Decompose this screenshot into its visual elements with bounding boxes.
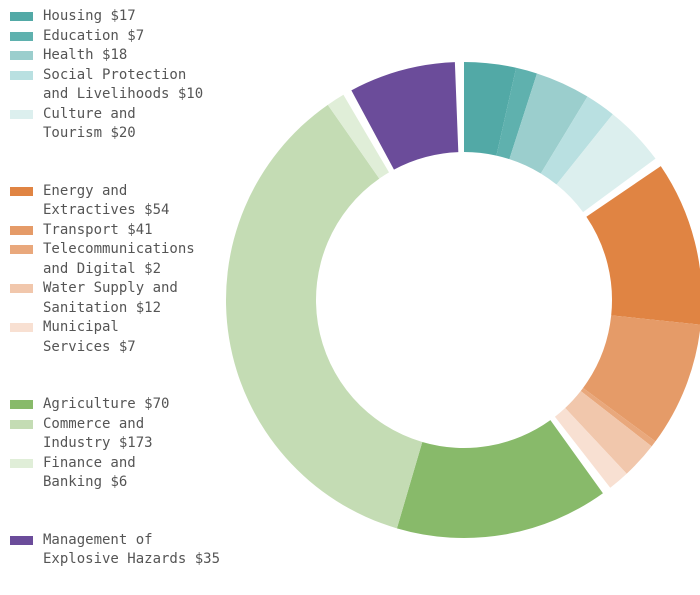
legend-name: Health bbox=[43, 47, 94, 63]
legend-swatch bbox=[10, 458, 33, 468]
slice bbox=[464, 62, 517, 156]
slice bbox=[351, 62, 459, 170]
legend-group: Agriculture $70 Commerce and Industry $17… bbox=[10, 395, 250, 493]
legend-name: Culture and Tourism bbox=[43, 105, 136, 142]
legend-value: $2 bbox=[144, 260, 162, 277]
legend-item: Telecommunications and Digital $2 bbox=[10, 240, 250, 279]
legend-item: Finance and Banking $6 bbox=[10, 454, 250, 493]
legend-value: $6 bbox=[110, 474, 128, 490]
legend-value: $41 bbox=[127, 221, 153, 238]
legend-label: Education $7 bbox=[43, 27, 144, 47]
slice bbox=[225, 104, 423, 529]
legend-value: $20 bbox=[110, 125, 136, 141]
legend-item: Health $18 bbox=[10, 46, 250, 66]
slice bbox=[583, 315, 700, 442]
slice bbox=[540, 96, 613, 185]
legend-item: Agriculture $70 bbox=[10, 395, 250, 415]
legend-label: Social Protection and Livelihoods $10 bbox=[43, 66, 203, 105]
slice bbox=[556, 114, 656, 213]
legend-swatch bbox=[10, 535, 33, 545]
legend-item: Energy and Extractives $54 bbox=[10, 182, 250, 221]
legend-item: Culture and Tourism $20 bbox=[10, 105, 250, 144]
legend-item: Social Protection and Livelihoods $10 bbox=[10, 66, 250, 105]
legend-swatch bbox=[10, 70, 33, 80]
slice bbox=[396, 420, 603, 539]
legend-item: Management of Explosive Hazards $35 bbox=[10, 531, 250, 570]
legend-swatch bbox=[10, 109, 33, 119]
legend-label: Agriculture $70 bbox=[43, 395, 169, 415]
legend-name: Commerce and Industry bbox=[43, 415, 145, 452]
legend-value: $18 bbox=[102, 47, 128, 63]
slice bbox=[565, 391, 652, 474]
legend-value: $35 bbox=[194, 551, 221, 567]
legend-name: Agriculture bbox=[43, 396, 136, 412]
legend-value: $17 bbox=[110, 8, 136, 24]
legend-swatch bbox=[10, 419, 33, 429]
legend-label: Telecommunications and Digital $2 bbox=[43, 240, 195, 279]
legend-label: Housing $17 bbox=[43, 7, 136, 27]
slice bbox=[496, 67, 537, 160]
legend-label: Finance and Banking $6 bbox=[43, 454, 136, 493]
legend-group: Management of Explosive Hazards $35 bbox=[10, 531, 250, 570]
legend-swatch bbox=[10, 31, 33, 41]
slice bbox=[580, 387, 656, 447]
legend-item: Water Supply and Sanitation $12 bbox=[10, 279, 250, 318]
slice bbox=[509, 73, 588, 174]
legend-swatch bbox=[10, 323, 33, 332]
legend-value: $12 bbox=[135, 299, 162, 316]
legend-swatch bbox=[10, 51, 33, 60]
slice bbox=[327, 94, 390, 179]
legend-item: Transport $41 bbox=[10, 221, 250, 241]
legend-swatch bbox=[10, 12, 33, 21]
legend-name: Finance and Banking bbox=[43, 454, 136, 491]
legend-name: Education bbox=[43, 27, 119, 44]
legend-swatch bbox=[10, 186, 33, 196]
legend-item: Municipal Services $7 bbox=[10, 318, 250, 357]
legend: Housing $17 Education $7 Health $18 Social … bbox=[10, 7, 250, 595]
legend-value: $70 bbox=[144, 396, 170, 412]
legend-name: Management of Explosive Hazards bbox=[43, 531, 187, 568]
legend-label: Transport $41 bbox=[43, 221, 153, 241]
legend-label: Energy and Extractives $54 bbox=[43, 182, 169, 221]
legend-value: $7 bbox=[127, 27, 145, 44]
legend-group: Housing $17 Education $7 Health $18 Social … bbox=[10, 7, 250, 144]
legend-name: Social Protection and Livelihoods bbox=[43, 66, 187, 103]
legend-item: Commerce and Industry $173 bbox=[10, 415, 250, 454]
legend-label: Municipal Services $7 bbox=[43, 318, 136, 357]
legend-swatch bbox=[10, 284, 33, 293]
legend-name: Transport bbox=[43, 221, 119, 238]
legend-name: Housing bbox=[43, 8, 103, 24]
legend-label: Health $18 bbox=[43, 46, 127, 66]
legend-item: Education $7 bbox=[10, 27, 250, 47]
legend-swatch bbox=[10, 400, 33, 409]
legend-value: $173 bbox=[118, 435, 153, 451]
legend-name: Municipal Services bbox=[43, 319, 119, 355]
legend-name: Water Supply and Sanitation bbox=[43, 280, 178, 316]
legend-swatch bbox=[10, 225, 33, 235]
slice bbox=[586, 166, 700, 325]
slice bbox=[554, 408, 627, 488]
legend-label: Management of Explosive Hazards $35 bbox=[43, 531, 220, 570]
legend-name: Telecommunications and Digital bbox=[43, 241, 195, 277]
legend-item: Housing $17 bbox=[10, 7, 250, 27]
legend-value: $7 bbox=[118, 338, 136, 355]
legend-group: Energy and Extractives $54 Transport $41 T… bbox=[10, 182, 250, 358]
legend-label: Commerce and Industry $173 bbox=[43, 415, 153, 454]
legend-label: Culture and Tourism $20 bbox=[43, 105, 136, 144]
legend-label: Water Supply and Sanitation $12 bbox=[43, 279, 178, 318]
legend-name: Energy and Extractives bbox=[43, 182, 136, 219]
legend-value: $10 bbox=[177, 86, 204, 102]
legend-swatch bbox=[10, 245, 33, 254]
legend-value: $54 bbox=[144, 202, 170, 218]
